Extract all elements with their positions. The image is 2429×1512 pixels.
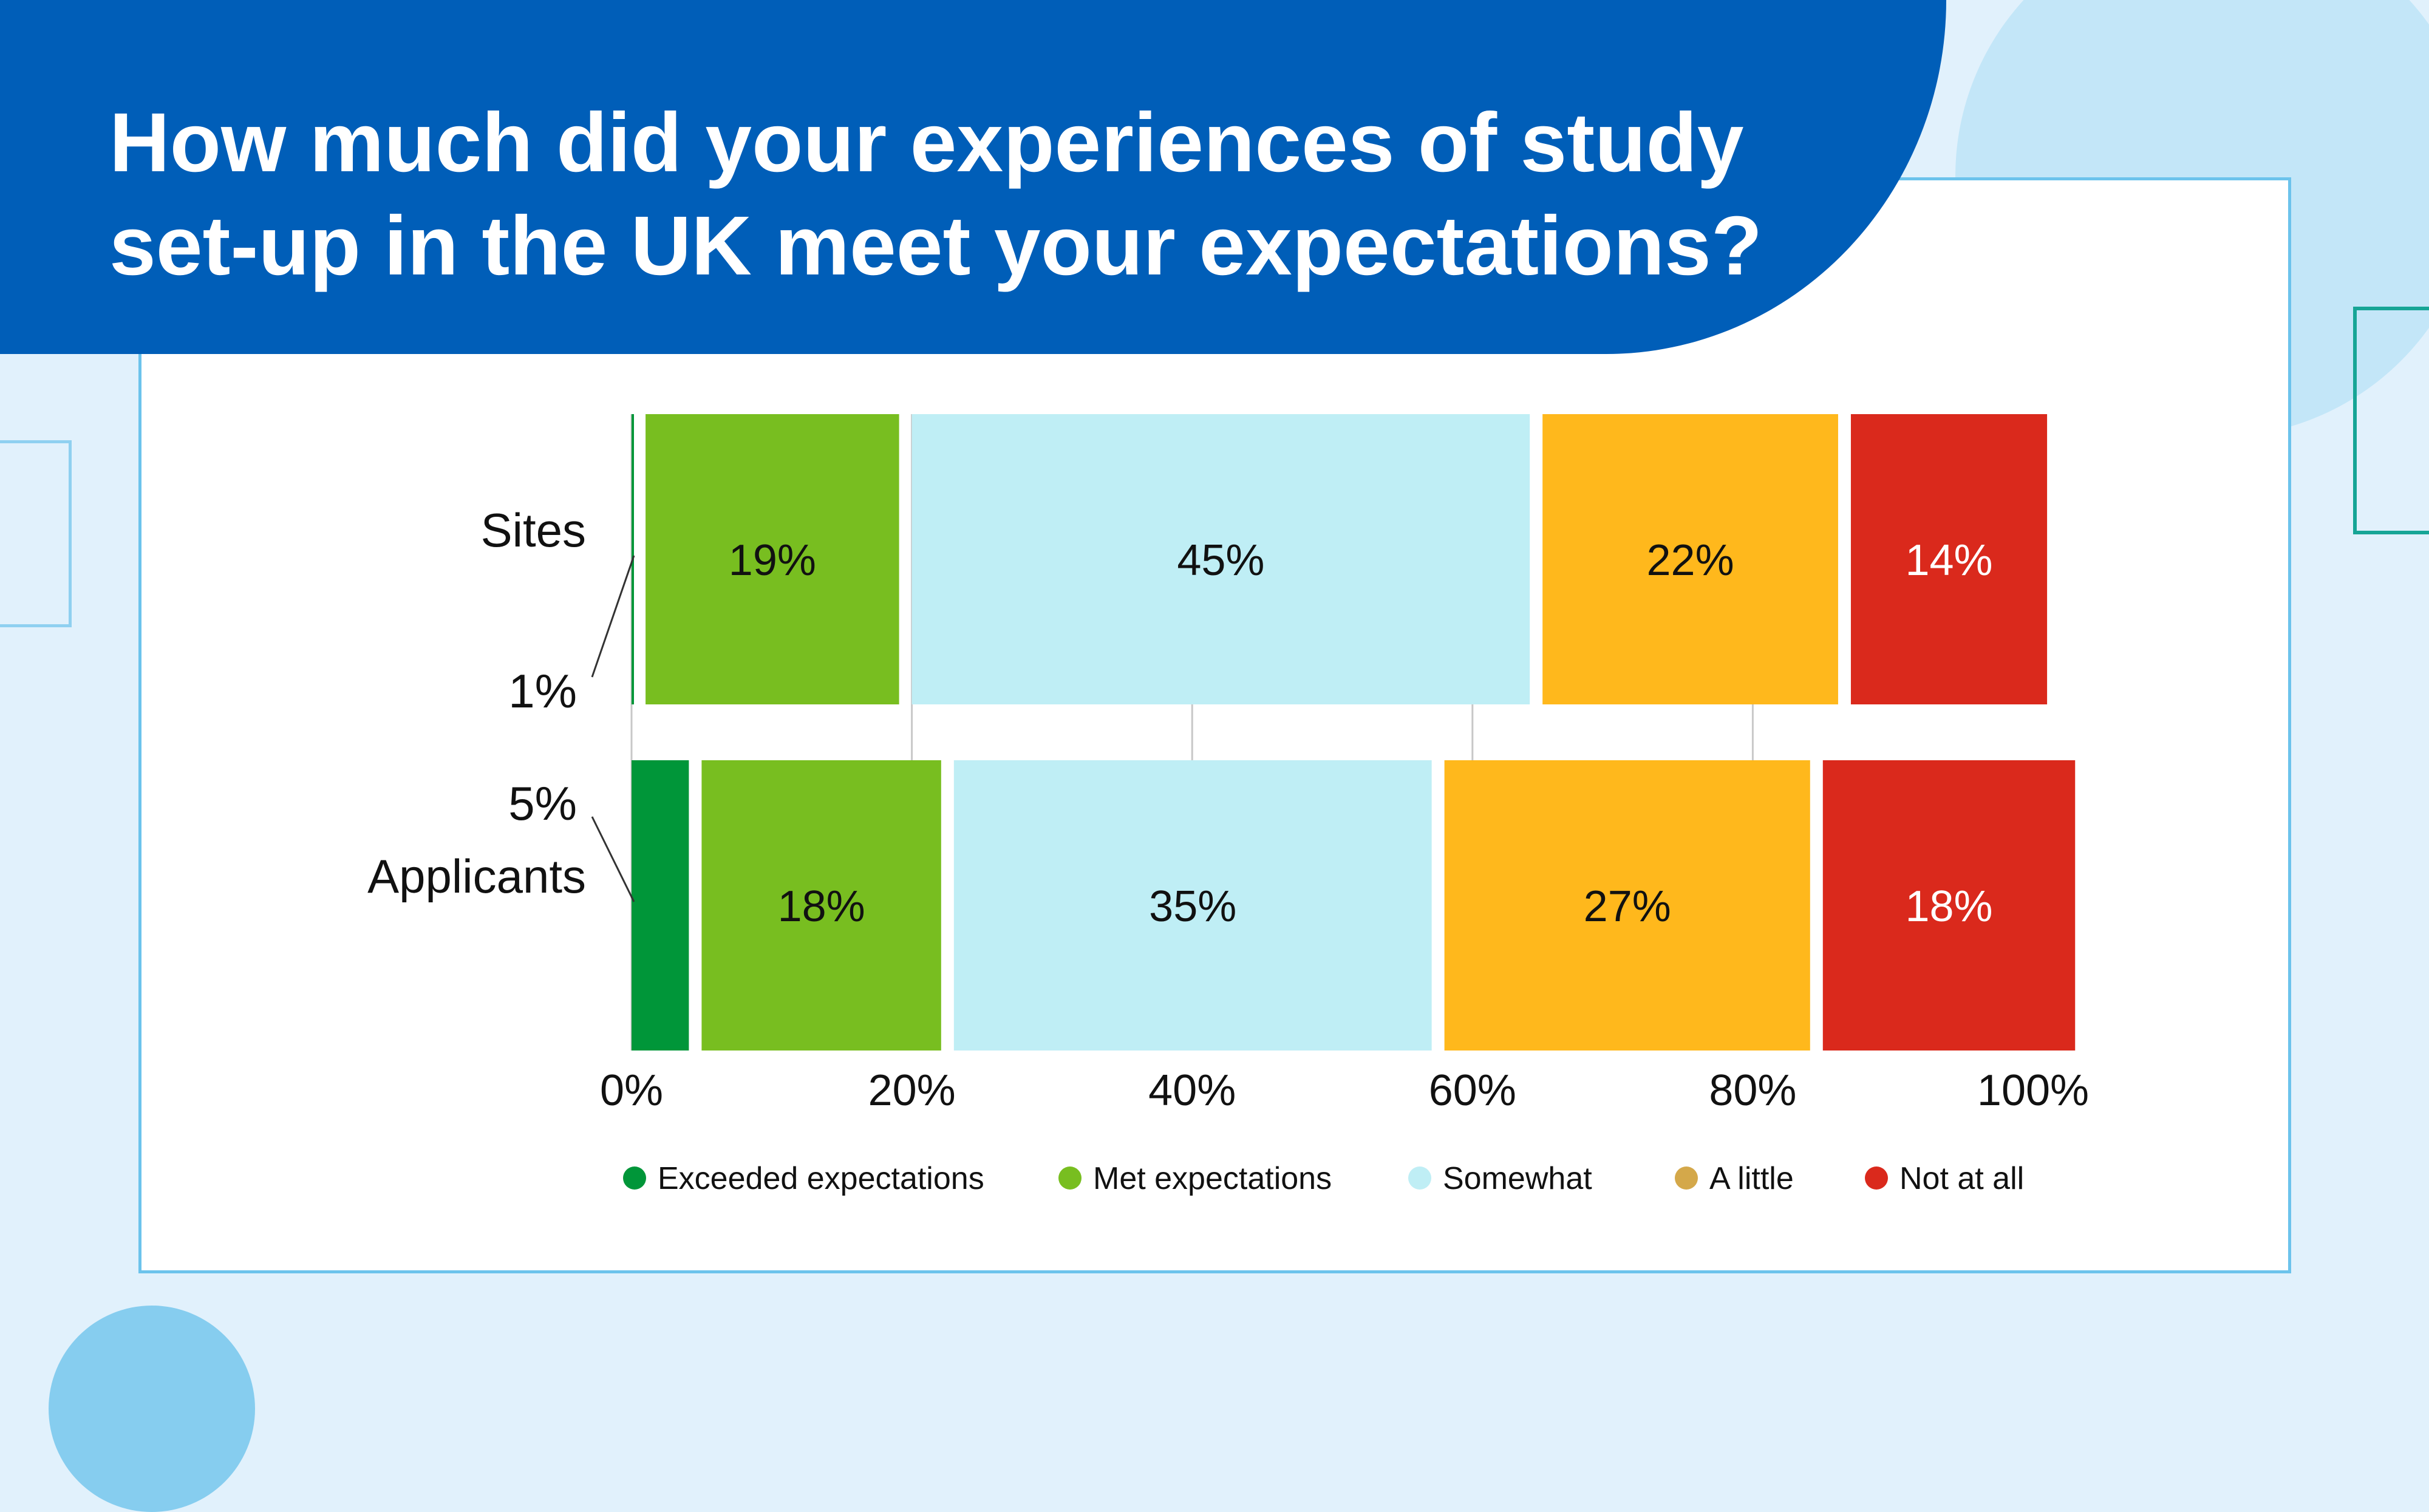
legend-swatch-0 — [623, 1166, 646, 1190]
stacked-bar-chart: 19% 45% 22% 14% 18% 35% 27% 18% Sites Applicants 1… — [367, 414, 2089, 1196]
legend-label-4: Not at all — [1899, 1161, 2024, 1196]
legend-label-3: A little — [1709, 1161, 1794, 1196]
decorative-outline-right — [2353, 307, 2429, 534]
tick-label-20: 20% — [868, 1066, 956, 1115]
tick-label-0: 0% — [600, 1066, 663, 1115]
category-label-sites: Sites — [481, 503, 586, 557]
bar-label-applicants-4: 18% — [1905, 882, 1992, 931]
legend-label-1: Met expectations — [1093, 1161, 1332, 1196]
tick-label-40: 40% — [1148, 1066, 1236, 1115]
bar-sites-met-expectations — [646, 414, 899, 704]
bar-applicants-not-at-all — [1822, 760, 2076, 1051]
callout-label-sites: 1% — [508, 664, 577, 718]
bar-applicants-somewhat — [953, 760, 1432, 1051]
callout-line-sites — [591, 555, 635, 678]
labels: 19% 45% 22% 14% 18% 35% 27% 18% Sites Applicants 1… — [367, 503, 1992, 931]
legend-label-2: Somewhat — [1443, 1161, 1592, 1196]
title-banner: How much did your experiences of study s… — [0, 0, 1946, 354]
legend: Exceeded expectations Met expectations Som… — [623, 1161, 2024, 1196]
bar-label-applicants-2: 35% — [1149, 882, 1236, 931]
bar-label-applicants-1: 18% — [778, 882, 865, 931]
bar-applicants-a-little — [1444, 760, 1810, 1051]
tick-label-80: 80% — [1709, 1066, 1796, 1115]
legend-label-0: Exceeded expectations — [658, 1161, 984, 1196]
callout-line-applicants — [591, 816, 635, 902]
bar-label-sites-1: 19% — [729, 536, 816, 585]
bar-label-sites-4: 14% — [1905, 536, 1992, 585]
bar-label-applicants-3: 27% — [1584, 882, 1671, 931]
bar-label-sites-2: 45% — [1177, 536, 1264, 585]
tick-label-100: 100% — [1977, 1066, 2089, 1115]
legend-swatch-4 — [1865, 1166, 1888, 1190]
x-axis: 0% 20% 40% 60% 80% 100% — [600, 1066, 2089, 1115]
bar-sites-not-at-all — [1850, 414, 2048, 704]
category-label-applicants: Applicants — [367, 850, 586, 903]
legend-swatch-2 — [1408, 1166, 1431, 1190]
tick-label-60: 60% — [1429, 1066, 1516, 1115]
decorative-outline-left — [0, 440, 72, 627]
bar-applicants-exceeded-expectations — [632, 760, 689, 1051]
bars — [632, 414, 2076, 1051]
callout-label-applicants: 5% — [508, 777, 577, 830]
legend-swatch-3 — [1675, 1166, 1698, 1190]
bar-label-sites-3: 22% — [1647, 536, 1734, 585]
page-title: How much did your experiences of study s… — [109, 96, 1763, 293]
bar-sites-somewhat — [911, 414, 1530, 704]
legend-swatch-1 — [1058, 1166, 1082, 1190]
bar-applicants-met-expectations — [701, 760, 941, 1051]
bar-sites-a-little — [1542, 414, 1838, 704]
